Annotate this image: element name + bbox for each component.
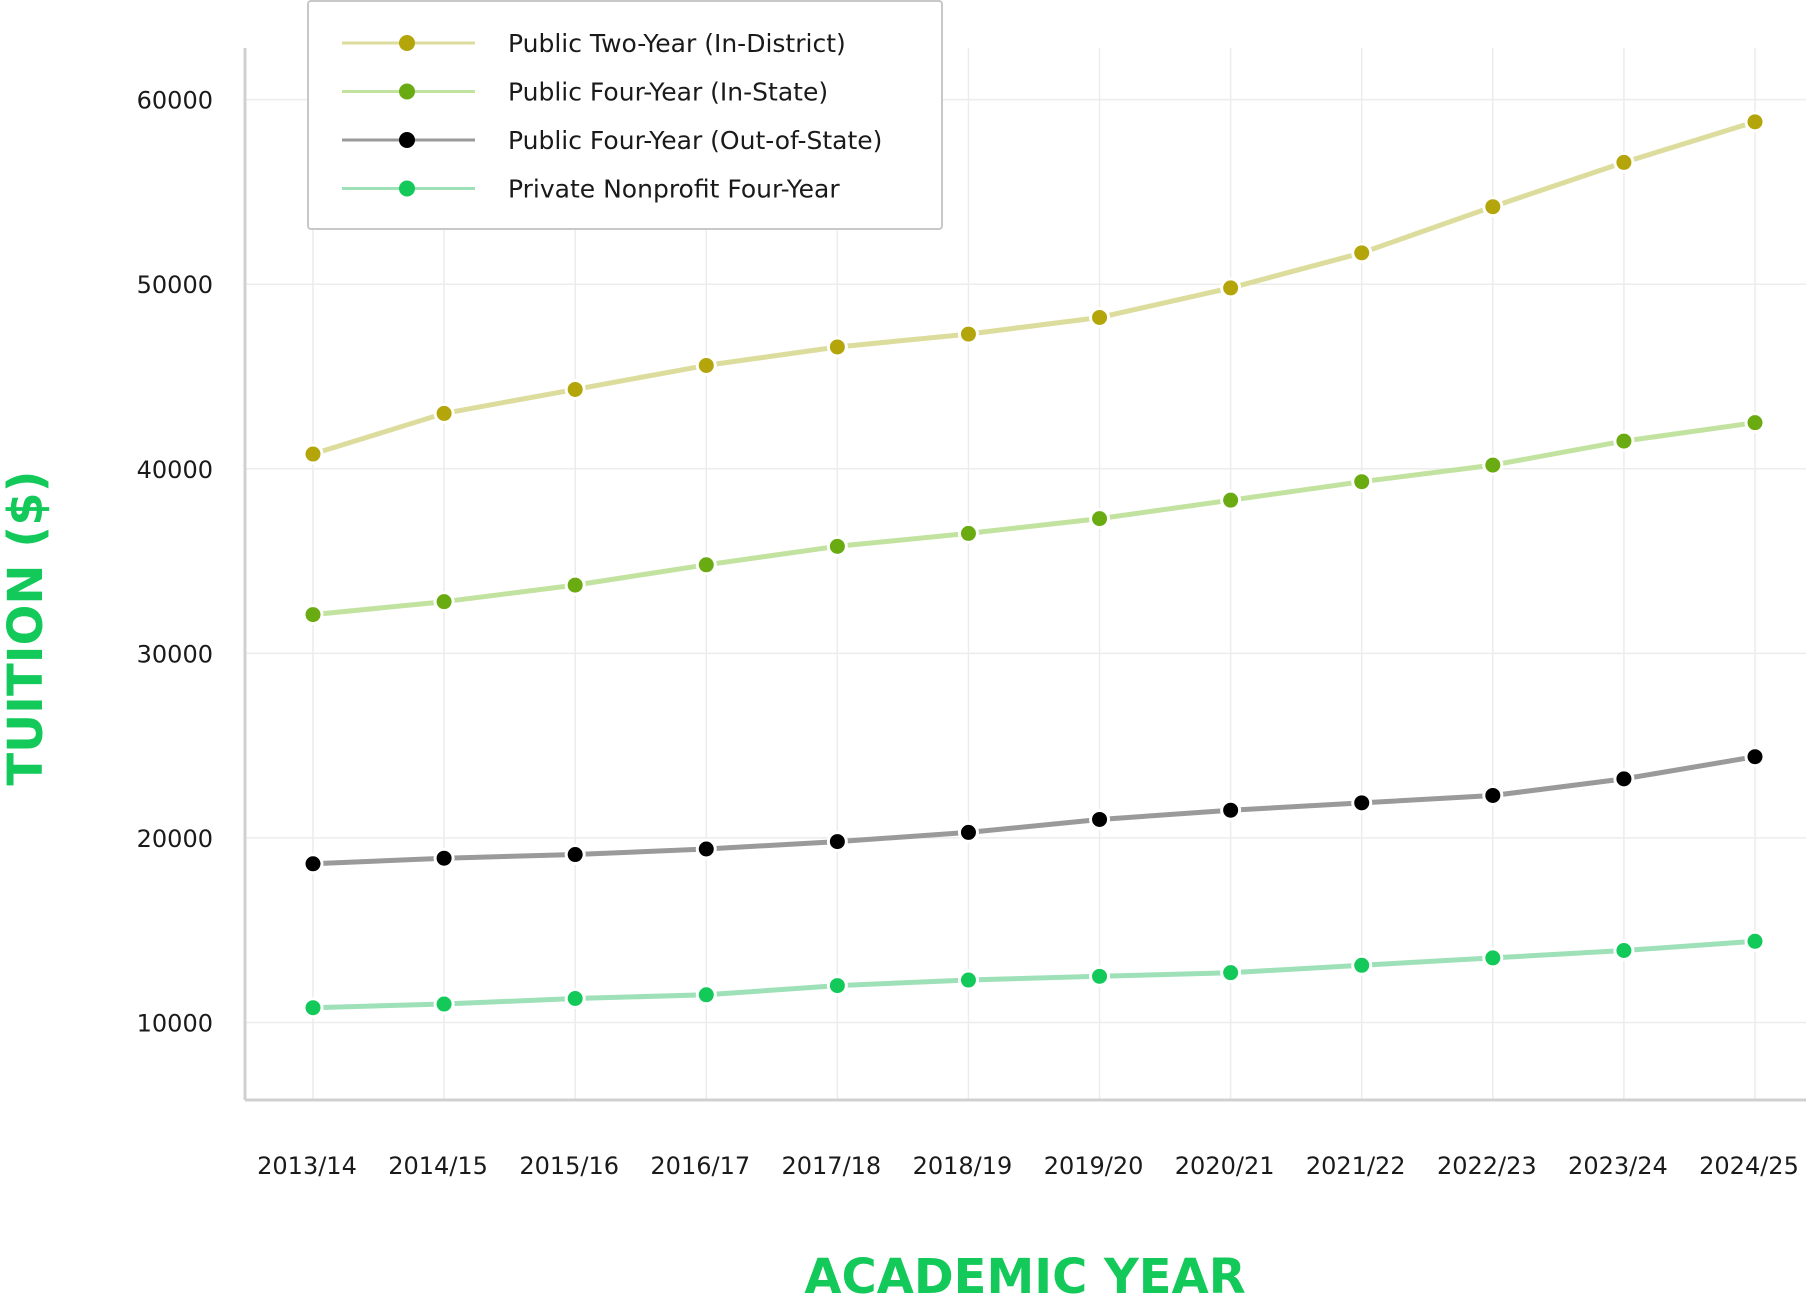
data-point	[564, 378, 586, 400]
data-point	[1351, 471, 1373, 493]
data-point	[826, 831, 848, 853]
data-point	[695, 984, 717, 1006]
data-point	[1351, 792, 1373, 814]
x-tick-labels: 2013/14 2014/15 2015/16 2016/17 2017/18 2018/…	[257, 1152, 1799, 1180]
data-point	[957, 323, 979, 345]
y-tick-labels: 10000 20000 30000 40000 50000 60000	[137, 87, 213, 1038]
data-point	[302, 443, 324, 465]
data-point	[695, 554, 717, 576]
y-tick-label: 20000	[137, 825, 213, 853]
data-point	[1089, 808, 1111, 830]
y-tick-label: 50000	[137, 271, 213, 299]
x-tick-label: 2021/22	[1306, 1152, 1406, 1180]
legend-item: Public Four-Year (In-State)	[342, 78, 828, 107]
legend-marker	[399, 180, 415, 197]
x-tick-label: 2022/23	[1437, 1152, 1537, 1180]
data-point	[1220, 277, 1242, 299]
x-tick-label: 2020/21	[1175, 1152, 1275, 1180]
series-1	[302, 111, 1766, 465]
data-point	[695, 354, 717, 376]
data-point	[1613, 151, 1635, 173]
data-point	[1089, 306, 1111, 328]
data-point	[1613, 768, 1635, 790]
legend-label: Public Two-Year (In-District)	[508, 29, 846, 58]
y-axis-title: TUITION ($)	[0, 470, 54, 785]
axes	[243, 48, 1806, 1102]
data-point	[1089, 965, 1111, 987]
series-2	[302, 412, 1766, 626]
data-point	[1220, 799, 1242, 821]
legend-item: Public Two-Year (In-District)	[342, 29, 846, 58]
x-tick-label: 2013/14	[257, 1152, 357, 1180]
data-point	[1351, 242, 1373, 264]
y-tick-label: 10000	[137, 1009, 213, 1037]
data-point	[1744, 930, 1766, 952]
x-tick-label: 2023/24	[1568, 1152, 1668, 1180]
data-point	[1613, 940, 1635, 962]
data-point	[957, 969, 979, 991]
legend-item: Public Four-Year (Out-of-State)	[342, 126, 882, 155]
data-point	[1220, 489, 1242, 511]
data-point	[302, 853, 324, 875]
data-point	[302, 997, 324, 1019]
data-point	[1613, 430, 1635, 452]
data-point	[1744, 746, 1766, 768]
data-point	[826, 535, 848, 557]
data-point	[433, 402, 455, 424]
data-point	[1482, 784, 1504, 806]
data-point	[826, 975, 848, 997]
data-point	[957, 522, 979, 544]
legend-marker	[399, 83, 415, 100]
y-tick-label: 60000	[137, 87, 213, 115]
data-point	[1351, 954, 1373, 976]
series-group	[302, 111, 1766, 1019]
data-point	[1089, 508, 1111, 530]
x-tick-label: 2017/18	[782, 1152, 882, 1180]
data-point	[1744, 412, 1766, 434]
data-point	[302, 604, 324, 626]
data-point	[1482, 196, 1504, 218]
data-point	[826, 336, 848, 358]
x-tick-label: 2019/20	[1044, 1152, 1144, 1180]
series-line	[310, 119, 1758, 457]
data-point	[564, 844, 586, 866]
data-point	[1220, 962, 1242, 984]
data-point	[433, 993, 455, 1015]
data-point	[564, 574, 586, 596]
data-point	[1482, 947, 1504, 969]
legend-label: Public Four-Year (In-State)	[508, 78, 828, 107]
y-tick-label: 30000	[137, 640, 213, 668]
data-point	[1744, 111, 1766, 133]
legend-label: Public Four-Year (Out-of-State)	[508, 126, 882, 155]
series-line	[310, 420, 1758, 618]
data-point	[564, 987, 586, 1009]
data-point	[695, 838, 717, 860]
data-point	[433, 847, 455, 869]
series-4	[302, 930, 1766, 1019]
legend-marker	[399, 35, 415, 51]
series-line	[310, 754, 1758, 867]
x-tick-label: 2014/15	[388, 1152, 488, 1180]
series-3	[302, 746, 1766, 875]
data-point	[433, 591, 455, 613]
legend-label: Private Nonprofit Four-Year	[508, 175, 840, 204]
x-tick-label: 2024/25	[1699, 1152, 1799, 1180]
legend-marker	[399, 132, 415, 148]
legend-item: Private Nonprofit Four-Year	[342, 175, 840, 204]
x-axis-title: ACADEMIC YEAR	[804, 1249, 1245, 1295]
series-line	[310, 938, 1758, 1011]
x-tick-label: 2015/16	[519, 1152, 619, 1180]
legend-box	[307, 0, 943, 230]
x-tick-label: 2018/19	[913, 1152, 1013, 1180]
legend: Public Two-Year (In-District) Public Four…	[307, 0, 943, 230]
y-tick-label: 40000	[137, 456, 213, 484]
data-point	[957, 821, 979, 843]
x-tick-label: 2016/17	[650, 1152, 750, 1180]
data-point	[1482, 454, 1504, 476]
